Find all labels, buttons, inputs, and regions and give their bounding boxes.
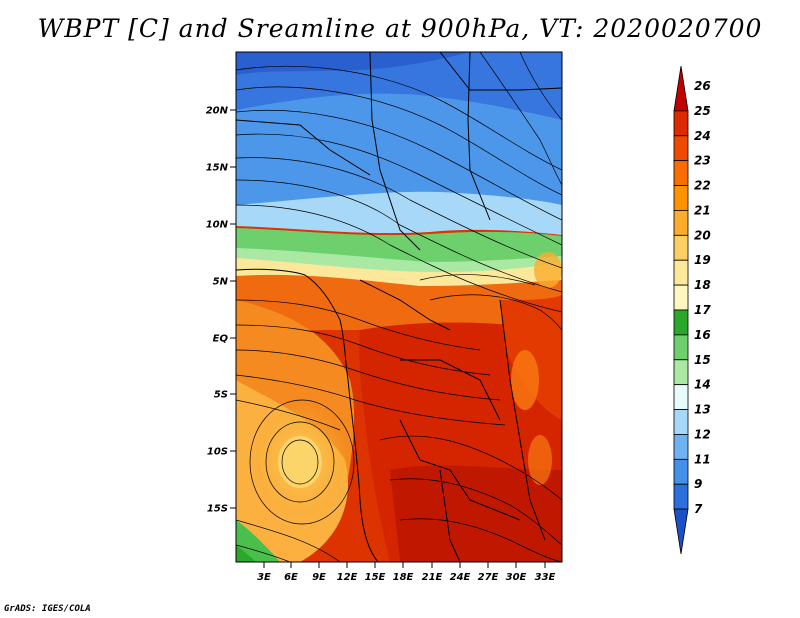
colorbar-swatch xyxy=(673,384,689,410)
map-frame xyxy=(235,51,563,563)
colorbar-swatch xyxy=(673,284,689,311)
colorbar-label: 14 xyxy=(694,378,711,392)
colorbar-swatch xyxy=(673,160,689,186)
colorbar-label: 13 xyxy=(694,403,711,417)
latitude-axis: 20N 15N 10N 5N EQ 5S 10S 15S xyxy=(206,106,236,515)
streamlines xyxy=(236,52,562,562)
colorbar-label: 11 xyxy=(694,452,711,466)
lon-label: 24E xyxy=(450,572,471,583)
colorbar-swatch xyxy=(673,483,689,510)
country-borders xyxy=(236,52,562,562)
colorbar-label: 7 xyxy=(694,502,703,516)
colorbar-swatch xyxy=(673,185,689,211)
colorbar-swatch xyxy=(673,210,689,236)
colorbar-swatch xyxy=(673,309,689,336)
colorbar-swatch xyxy=(673,359,689,386)
lon-label: 27E xyxy=(478,572,499,583)
map-title: WBPT [C] and Sreamline at 900hPa, VT: 20… xyxy=(37,14,763,43)
colorbar-label: 18 xyxy=(694,278,711,292)
grads-credit: GrADS: IGES/COLA xyxy=(4,604,91,614)
colorbar-label: 21 xyxy=(694,203,711,217)
colorbar-label: 16 xyxy=(694,328,711,342)
lon-label: 12E xyxy=(337,572,358,583)
lat-label: 10N xyxy=(206,220,229,231)
colorbar-label: 26 xyxy=(694,79,711,93)
colorbar-swatch xyxy=(673,409,689,435)
colorbar-swatch xyxy=(673,110,689,137)
longitude-axis: 3E 6E 9E 12E 15E 18E 21E 24E 27E 30E 33E xyxy=(257,562,556,583)
lat-label: 15N xyxy=(206,163,229,174)
colorbar-swatch xyxy=(673,234,689,261)
lon-label: 18E xyxy=(393,572,414,583)
colorbar-swatch xyxy=(673,259,689,286)
lon-label: 3E xyxy=(257,572,271,583)
lat-label: 10S xyxy=(207,447,228,458)
lat-label: 5S xyxy=(214,390,228,401)
lat-label: 15S xyxy=(207,504,228,515)
lon-label: 15E xyxy=(365,572,386,583)
colorbar-bottom-arrow xyxy=(673,508,689,555)
lon-label: 21E xyxy=(422,572,443,583)
colorbar-swatch xyxy=(673,334,689,361)
colorbar-label: 22 xyxy=(694,179,711,193)
colorbar-label: 9 xyxy=(694,477,702,491)
colorbar-swatch xyxy=(673,434,689,460)
colorbar-label: 25 xyxy=(694,104,711,118)
lat-label: EQ xyxy=(213,334,229,345)
colorbar-label: 17 xyxy=(694,303,711,317)
colorbar-swatch xyxy=(673,458,689,485)
colorbar-label: 12 xyxy=(694,427,711,441)
colorbar-swatch xyxy=(673,135,689,162)
lat-label: 5N xyxy=(213,277,229,288)
colorbar: 26 25 24 23 22 21 20 19 18 17 16 15 14 13 12 11 9 7 xyxy=(673,65,711,555)
lon-label: 33E xyxy=(535,572,556,583)
lon-label: 6E xyxy=(284,572,298,583)
lat-label: 20N xyxy=(206,106,229,117)
colorbar-label: 15 xyxy=(694,353,711,367)
wbpt-shaded-field xyxy=(236,52,562,562)
colorbar-top-arrow xyxy=(673,65,689,112)
colorbar-label: 19 xyxy=(694,253,711,267)
colorbar-label: 24 xyxy=(694,129,711,143)
lon-label: 9E xyxy=(312,572,326,583)
lon-label: 30E xyxy=(506,572,527,583)
colorbar-label: 20 xyxy=(694,228,711,242)
colorbar-label: 23 xyxy=(694,154,711,168)
